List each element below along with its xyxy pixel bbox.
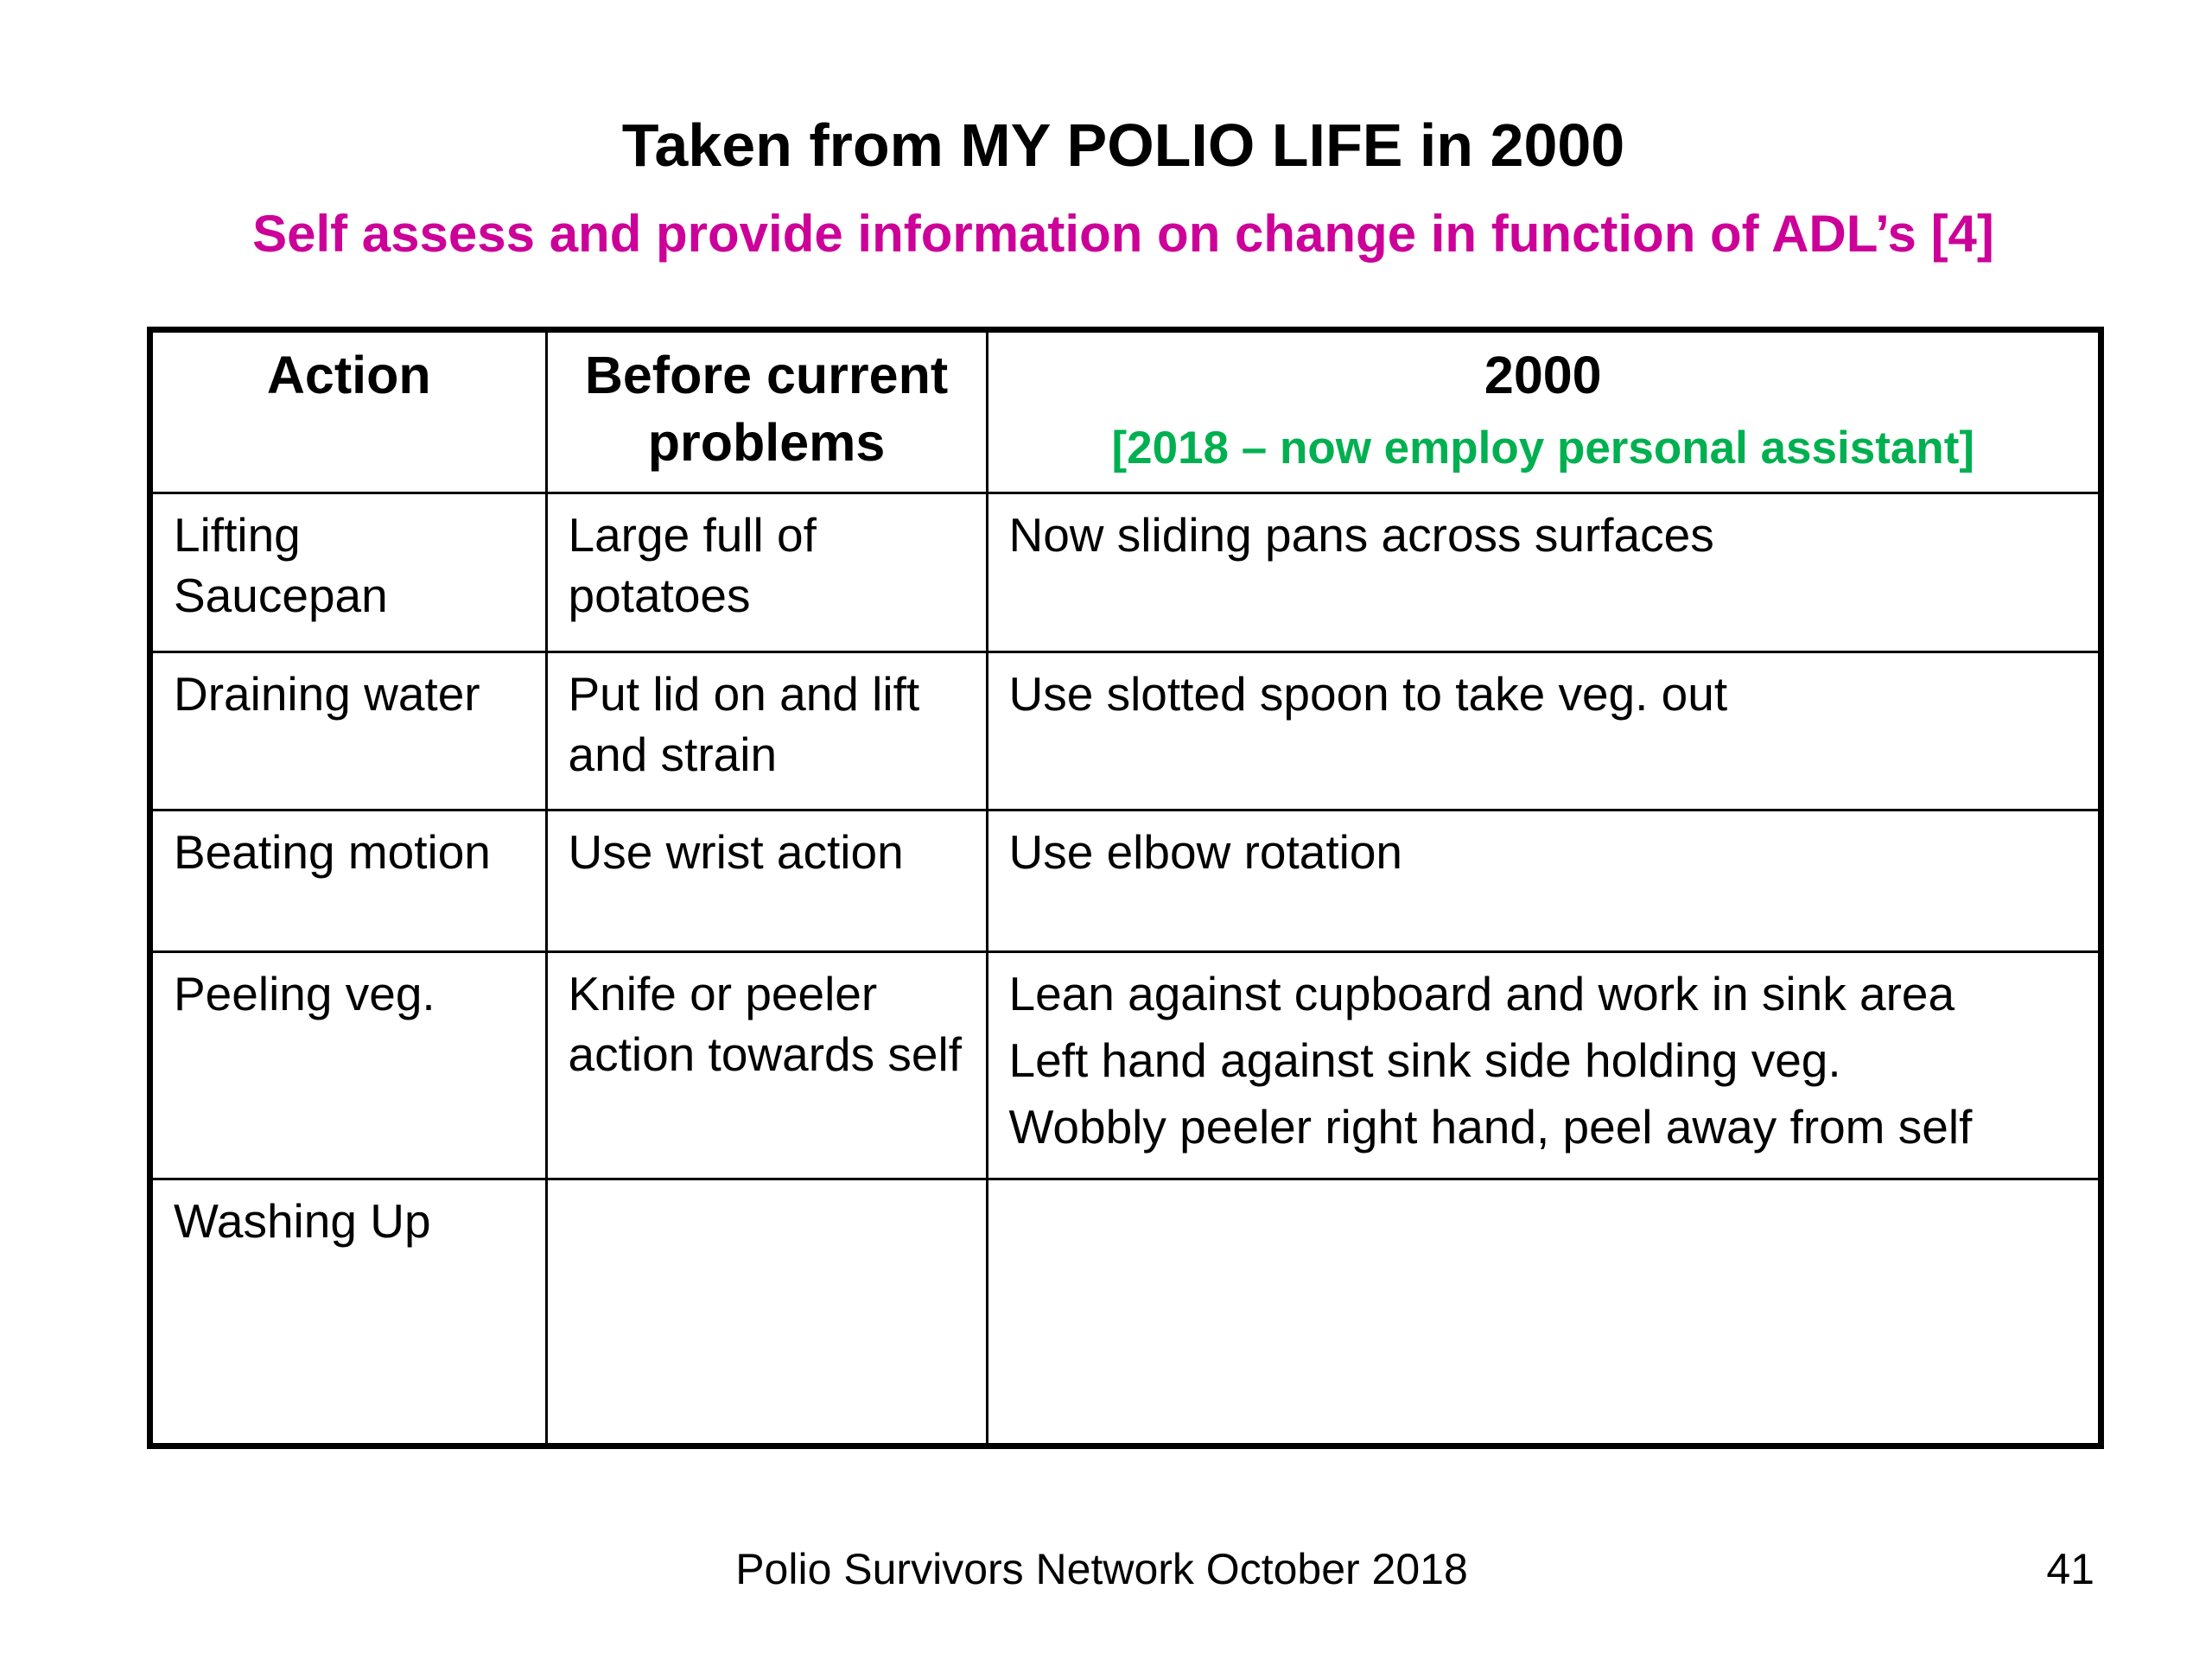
footer-text: Polio Survivors Network October 2018	[735, 1545, 1468, 1593]
cell-after	[985, 1177, 2098, 1443]
table-row: Beating motion Use wrist action Use elbo…	[153, 808, 2098, 953]
cell-action: Draining water	[153, 650, 548, 811]
cell-before: Knife or peeler action towards self	[544, 950, 988, 1180]
table-row: Draining water Put lid on and lift and s…	[153, 650, 2098, 811]
cell-before: Large full of potatoes	[544, 491, 988, 653]
header-year: 2000 [2018 – now employ personal assista…	[985, 333, 2098, 494]
slide-title: Taken from MY POLIO LIFE in 2000	[621, 111, 1625, 179]
cell-action: Lifting Saucepan	[153, 491, 548, 653]
table-row: Lifting Saucepan Large full of potatoes …	[153, 491, 2098, 653]
cell-action: Washing Up	[153, 1177, 548, 1443]
table-row: Peeling veg. Knife or peeler action towa…	[153, 950, 2098, 1180]
adl-table-grid: Action Before current problems 2000 [201…	[153, 333, 2098, 1443]
cell-action: Peeling veg.	[153, 950, 548, 1180]
cell-after-line: Lean against cupboard and work in sink a…	[1008, 966, 1955, 1020]
cell-after-line: Left hand against sink side holding veg.	[1008, 1033, 1841, 1087]
header-before: Before current problems	[544, 333, 988, 494]
cell-before	[544, 1177, 988, 1443]
header-year-note: [2018 – now employ personal assistant]	[1111, 423, 1974, 474]
header-year-label: 2000	[1484, 346, 1602, 404]
table-header-row: Action Before current problems 2000 [201…	[153, 333, 2098, 494]
adl-table: Action Before current problems 2000 [201…	[147, 327, 2104, 1449]
cell-after: Now sliding pans across surfaces	[985, 491, 2098, 653]
cell-after-line: Use elbow rotation	[1008, 824, 1403, 879]
cell-after-line: Now sliding pans across surfaces	[1008, 507, 1714, 562]
cell-before: Use wrist action	[544, 808, 988, 953]
header-action: Action	[153, 333, 548, 494]
table-row: Washing Up	[153, 1177, 2098, 1443]
page-number: 41	[2046, 1545, 2094, 1593]
cell-after-line: Use slotted spoon to take veg. out	[1008, 666, 1728, 721]
cell-after: Use elbow rotation	[985, 808, 2098, 953]
cell-before: Put lid on and lift and strain	[544, 650, 988, 811]
cell-after: Lean against cupboard and work in sink a…	[985, 950, 2098, 1180]
cell-after: Use slotted spoon to take veg. out	[985, 650, 2098, 811]
cell-action: Beating motion	[153, 808, 548, 953]
slide-subtitle: Self assess and provide information on c…	[252, 205, 1994, 263]
cell-after-line: Wobbly peeler right hand, peel away from…	[1008, 1099, 1973, 1154]
